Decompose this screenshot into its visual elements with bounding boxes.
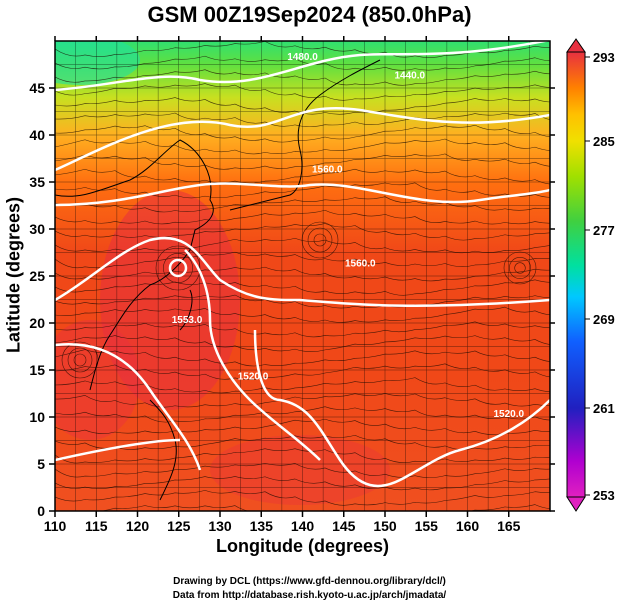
- x-tick-label: 145: [332, 518, 356, 534]
- x-tick-label: 115: [85, 518, 108, 534]
- x-tick-label: 135: [250, 518, 274, 534]
- x-tick-label: 110: [44, 518, 67, 534]
- colorbar-tick-label: 277: [593, 223, 615, 238]
- y-tick-label: 5: [37, 456, 45, 472]
- contour-label: 1480.0: [287, 52, 318, 63]
- y-axis-ticks: 0 5 10 15 20 25 30 35 40 45: [29, 80, 555, 519]
- x-tick-label: 165: [497, 518, 521, 534]
- y-tick-label: 45: [29, 80, 45, 96]
- x-tick-label: 120: [126, 518, 150, 534]
- contour-label: 1560.0: [345, 259, 376, 270]
- lat-lon-grid: [55, 41, 550, 511]
- x-tick-label: 130: [208, 518, 232, 534]
- y-tick-label: 25: [29, 268, 45, 284]
- temperature-field: [55, 41, 550, 511]
- x-axis-label: Longitude (degrees): [215, 536, 389, 556]
- y-tick-label: 10: [29, 409, 45, 425]
- y-tick-label: 30: [29, 221, 45, 237]
- x-tick-label: 140: [291, 518, 315, 534]
- y-tick-label: 20: [29, 315, 45, 331]
- y-tick-label: 0: [37, 503, 45, 519]
- contour-label: 1440.0: [394, 71, 425, 82]
- y-tick-label: 15: [29, 362, 45, 378]
- x-tick-label: 155: [415, 518, 439, 534]
- contour-label: 1553.0: [172, 315, 203, 326]
- contour-labels: 1440.0 1480.0 1560.0 1560.0 1520.0 1520.0 1553…: [172, 52, 525, 420]
- x-tick-label: 160: [456, 518, 480, 534]
- credit-drawing: Drawing by DCL (https://www.gfd-dennou.o…: [173, 576, 446, 587]
- x-tick-label: 150: [373, 518, 397, 534]
- y-tick-label: 35: [29, 174, 45, 190]
- credit-data: Data from http://database.rish.kyoto-u.a…: [172, 590, 447, 601]
- geopotential-contours: [55, 41, 550, 488]
- colorbar-tick-label: 285: [593, 134, 615, 149]
- colorbar-tick-label: 269: [593, 312, 615, 327]
- colorbar-tick-label: 261: [593, 401, 615, 416]
- y-axis-label: Latitude (degrees): [3, 196, 24, 354]
- contour-label: 1520.0: [493, 409, 524, 420]
- y-tick-label: 40: [29, 127, 45, 143]
- colorbar-tick-label: 253: [593, 488, 615, 503]
- contour-label: 1520.0: [238, 371, 269, 382]
- x-tick-label: 125: [167, 518, 191, 534]
- colorbar-tick-label: 293: [593, 50, 615, 65]
- x-axis-ticks: 110 115 120 125 130 135 140 145 150 155 160 165: [44, 36, 521, 534]
- chart-title: GSM 00Z19Sep2024 (850.0hPa): [147, 2, 472, 27]
- colorbar: [566, 38, 586, 512]
- colorbar-ticks: 293 285 277 269 261 253: [585, 50, 615, 503]
- contour-label: 1560.0: [312, 165, 343, 176]
